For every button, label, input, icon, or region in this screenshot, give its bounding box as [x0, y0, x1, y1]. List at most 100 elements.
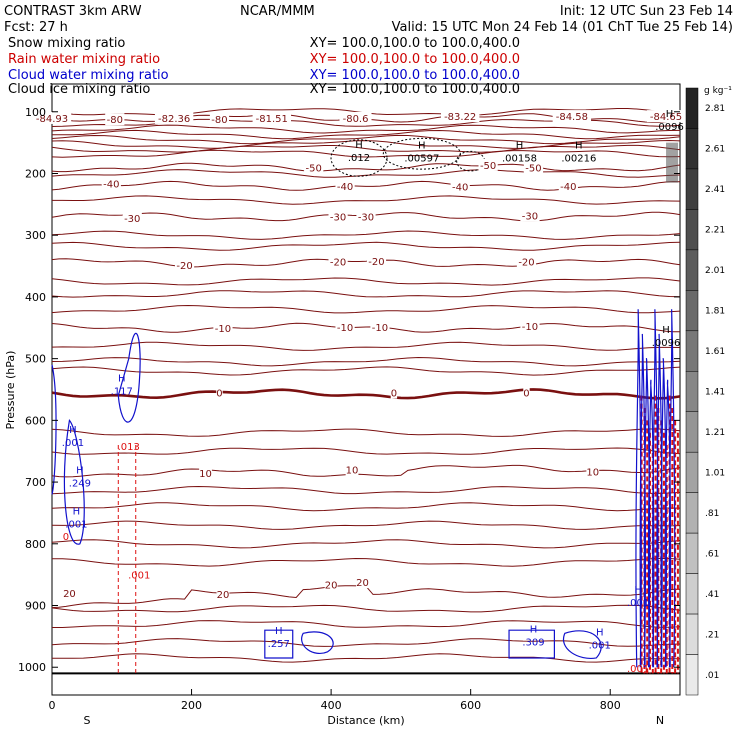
color-bar-swatch	[685, 209, 699, 251]
isotherm-minor-4	[51, 134, 681, 145]
color-bar-label: 1.21	[705, 428, 725, 438]
temperature-label: -80	[211, 115, 227, 126]
temperature-label-bg	[209, 113, 230, 126]
cloud-ice-max-label: .00597	[404, 154, 439, 165]
isotherm-minor-12	[51, 277, 681, 286]
temperature-label: 20	[217, 590, 230, 601]
color-bar-swatch	[685, 573, 699, 615]
x-tick-label: 800	[600, 699, 621, 712]
color-bar-label: .01	[705, 671, 719, 681]
cloud-ice-max-marker: H	[666, 109, 674, 120]
x-tick-label: 400	[321, 699, 342, 712]
cloud-water-max-marker: H	[69, 425, 77, 436]
temperature-label: -84.65	[650, 112, 682, 123]
cloud-water-max-marker: H	[275, 626, 283, 637]
isotherm-minor-17	[51, 366, 681, 376]
color-bar-label: 1.61	[705, 347, 725, 357]
cloud-ice-max-label: .012	[348, 153, 370, 164]
legend-cloud-ice: Cloud ice mixing ratio	[8, 82, 150, 97]
legend-snow-xy: XY= 100.0,100.0 to 100.0,400.0	[310, 36, 520, 51]
legend-rain: Rain water mixing ratio	[8, 52, 160, 67]
color-bar-label: 2.21	[705, 226, 725, 236]
y-tick-label: 700	[25, 476, 46, 489]
isotherm--40	[51, 180, 681, 191]
init-time: Init: 12 UTC Sun 23 Feb 14	[560, 4, 733, 19]
rain-label: .013	[118, 442, 140, 453]
cloud-water-left-upper	[117, 332, 141, 423]
x-axis-title: Distance (km)	[327, 714, 404, 727]
y-tick-label: 900	[25, 600, 46, 613]
cloud-water-right-1	[508, 629, 555, 659]
temperature-label-bg	[339, 111, 372, 124]
temperature-label-bg	[32, 111, 72, 124]
cloud-water-max-marker: H	[118, 373, 126, 384]
isotherm-minor-6	[51, 144, 681, 153]
valid-time: Valid: 15 UTC Mon 24 Feb 14 (01 ChT Tue …	[392, 20, 733, 35]
temperature-label: 20	[325, 581, 338, 592]
cloud-ice-contour-1	[382, 137, 461, 170]
y-axis-title: Pressure (hPa)	[4, 351, 17, 430]
temperature-label: -84.58	[556, 112, 588, 123]
temperature-label-bg	[552, 110, 592, 123]
isotherm-minor-24	[52, 557, 681, 567]
legend-cloud-water: Cloud water mixing ratio	[8, 68, 169, 83]
cloud-water-max-marker: H	[596, 628, 604, 639]
cloud-water-max-label: .001	[627, 598, 649, 609]
temperature-label: -40	[452, 182, 468, 193]
temperature-label: -20	[518, 258, 534, 269]
color-bar-swatch	[685, 654, 699, 696]
isotherm-0	[51, 388, 681, 400]
temperature-label: 20	[63, 589, 76, 600]
temperature-label: -84.93	[36, 114, 68, 125]
isotherm-minor-10	[51, 230, 681, 240]
cloud-ice-max-marker: H	[355, 140, 363, 151]
cloud-water-column-4	[652, 309, 659, 668]
color-bar-label: 2.01	[705, 266, 725, 276]
temperature-label: 0	[523, 389, 529, 400]
legend-cloud-water-xy: XY= 100.0,100.0 to 100.0,400.0	[310, 68, 520, 83]
isotherm-minor-14	[51, 304, 681, 314]
temperature-label-bg	[216, 587, 230, 600]
color-bar-swatch	[685, 411, 699, 453]
isotherm-minor-9	[52, 195, 681, 205]
temperature-label-bg	[441, 110, 480, 123]
isotherm--20	[51, 258, 681, 268]
y-tick-label: 1000	[18, 661, 46, 674]
temperature-label-bg	[370, 321, 390, 334]
cloud-water-mid-2	[301, 631, 334, 654]
isotherm-minor-11	[51, 241, 681, 251]
cloud-water-column-6	[660, 357, 667, 668]
isotherm-minor-26	[52, 620, 681, 628]
temperature-label-bg	[154, 111, 194, 124]
temperature-label-bg	[523, 161, 544, 174]
cloud-water-max-label: .309	[522, 638, 544, 649]
temperature-label: -83.22	[444, 112, 476, 123]
south-end-label: S	[84, 714, 91, 727]
cloud-water-max-label: .117	[111, 386, 133, 397]
temperature-label-bg	[304, 161, 324, 174]
temperature-label: 10	[199, 469, 212, 480]
isotherm-10	[51, 464, 681, 478]
color-bar-label: 2.61	[705, 145, 725, 155]
color-bar-swatch	[685, 613, 699, 655]
temperature-label: -10	[337, 323, 353, 334]
forecast-hour: Fcst: 27 h	[4, 20, 68, 35]
temperature-label-bg	[390, 386, 398, 399]
color-bar-label: 1.81	[705, 307, 725, 317]
cloud-water-max-marker: H	[634, 585, 642, 596]
temperature-label: -82.36	[158, 114, 190, 125]
temperature-label: -80	[107, 115, 123, 126]
cloud-ice-max-marker: H	[575, 141, 583, 152]
temperature-label: 0	[391, 389, 397, 400]
temperature-label-bg	[328, 255, 348, 268]
isotherm-minor-22	[51, 520, 681, 530]
x-tick-label: 600	[460, 699, 481, 712]
cloud-water-column-2	[643, 357, 651, 668]
isotherm-minor-21	[51, 502, 681, 512]
isotherm-minor-23	[51, 539, 681, 549]
model-title: CONTRAST 3km ARW	[4, 4, 142, 19]
north-end-label: N	[656, 714, 664, 727]
legend-rain-xy: XY= 100.0,100.0 to 100.0,400.0	[310, 52, 520, 67]
color-bar-units: g kg⁻¹	[704, 86, 732, 96]
